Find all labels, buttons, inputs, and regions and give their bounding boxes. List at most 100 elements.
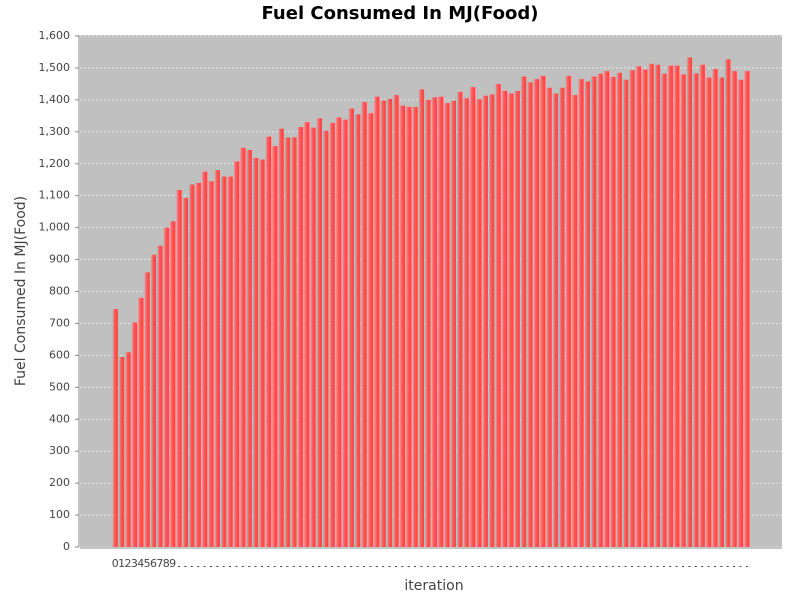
label-dot	[682, 566, 685, 567]
bar	[259, 159, 265, 547]
x-axis-label: iteration	[404, 578, 463, 594]
label-dot	[560, 566, 563, 567]
label-dot	[337, 566, 340, 567]
label-dot	[177, 566, 180, 567]
x-tick-label: 8	[163, 557, 170, 570]
bar	[233, 161, 240, 547]
label-dot	[407, 566, 410, 567]
label-dot	[733, 566, 736, 567]
y-tick-label: 400	[49, 412, 70, 425]
label-dot	[503, 566, 506, 567]
label-dot	[452, 566, 455, 567]
x-tick-label: 5	[144, 557, 151, 570]
label-dot	[260, 566, 263, 567]
label-dot	[713, 566, 716, 567]
x-tick-label: 7	[156, 557, 163, 570]
y-tick-label: 1,300	[39, 125, 71, 138]
bar	[380, 100, 386, 548]
x-tick-label: 4	[137, 557, 144, 570]
y-tick-label: 1,100	[39, 189, 71, 202]
bar	[469, 87, 476, 547]
label-dot	[662, 566, 665, 567]
bar	[584, 81, 590, 547]
label-dot	[197, 566, 200, 567]
bar	[265, 136, 271, 547]
label-dot	[707, 566, 710, 567]
bar	[176, 189, 182, 547]
bar	[201, 171, 208, 547]
label-dot	[439, 566, 442, 567]
y-tick-label: 1,600	[39, 29, 71, 42]
bar	[431, 97, 437, 547]
bar	[712, 68, 718, 547]
label-dot	[688, 566, 691, 567]
label-dot	[554, 566, 557, 567]
bar	[680, 74, 686, 547]
bar	[514, 90, 520, 548]
label-dot	[745, 566, 748, 567]
label-dot	[267, 566, 270, 567]
x-tick-label: 0	[112, 557, 119, 570]
label-dot	[592, 566, 595, 567]
bar	[667, 65, 673, 547]
label-dot	[509, 566, 512, 567]
bar	[131, 322, 138, 547]
x-tick-label: 6	[150, 557, 157, 570]
bar	[482, 95, 488, 548]
label-dot	[280, 566, 283, 567]
bar	[673, 65, 680, 547]
x-tick-label: 3	[131, 557, 138, 570]
label-dot	[694, 566, 697, 567]
bar	[501, 90, 508, 548]
bar	[118, 356, 125, 547]
label-dot	[675, 566, 678, 567]
bar	[533, 79, 539, 547]
bar	[169, 221, 176, 548]
bar	[552, 93, 559, 548]
label-dot	[318, 566, 321, 567]
label-dot	[611, 566, 614, 567]
label-dot	[586, 566, 589, 567]
label-dot	[382, 566, 385, 567]
label-dot	[241, 566, 244, 567]
label-dot	[522, 566, 525, 567]
label-dot	[203, 566, 206, 567]
bar	[342, 119, 348, 548]
label-dot	[567, 566, 570, 567]
label-dot	[624, 566, 627, 567]
bar	[425, 99, 431, 547]
chart-title: Fuel Consumed In MJ(Food)	[262, 3, 539, 24]
y-tick-label: 900	[49, 253, 70, 266]
bar	[182, 197, 189, 547]
bar	[476, 99, 482, 547]
bar	[622, 79, 629, 548]
label-dot	[248, 566, 251, 567]
y-tick-label: 1,000	[39, 221, 71, 234]
label-dot	[235, 566, 238, 567]
bar	[125, 352, 131, 547]
y-tick-label: 100	[49, 508, 70, 521]
label-dot	[292, 566, 295, 567]
bar	[648, 63, 654, 548]
bar	[138, 297, 144, 547]
bar	[195, 182, 201, 547]
bar	[240, 147, 246, 547]
bar	[527, 82, 533, 547]
label-dot	[637, 566, 640, 567]
bar	[393, 95, 399, 547]
bar	[297, 127, 303, 547]
label-dot	[401, 566, 404, 567]
bar	[661, 73, 667, 547]
bar	[157, 245, 163, 547]
label-dot	[229, 566, 232, 567]
bar	[597, 73, 603, 547]
label-dot	[669, 566, 672, 567]
y-tick-label: 1,200	[39, 157, 71, 170]
bar	[220, 176, 227, 547]
label-dot	[433, 566, 436, 567]
y-axis-label: Fuel Consumed In MJ(Food)	[13, 196, 29, 386]
y-tick-label: 1,500	[39, 61, 71, 74]
label-dot	[299, 566, 302, 567]
bar	[252, 158, 259, 547]
bar	[724, 59, 731, 547]
